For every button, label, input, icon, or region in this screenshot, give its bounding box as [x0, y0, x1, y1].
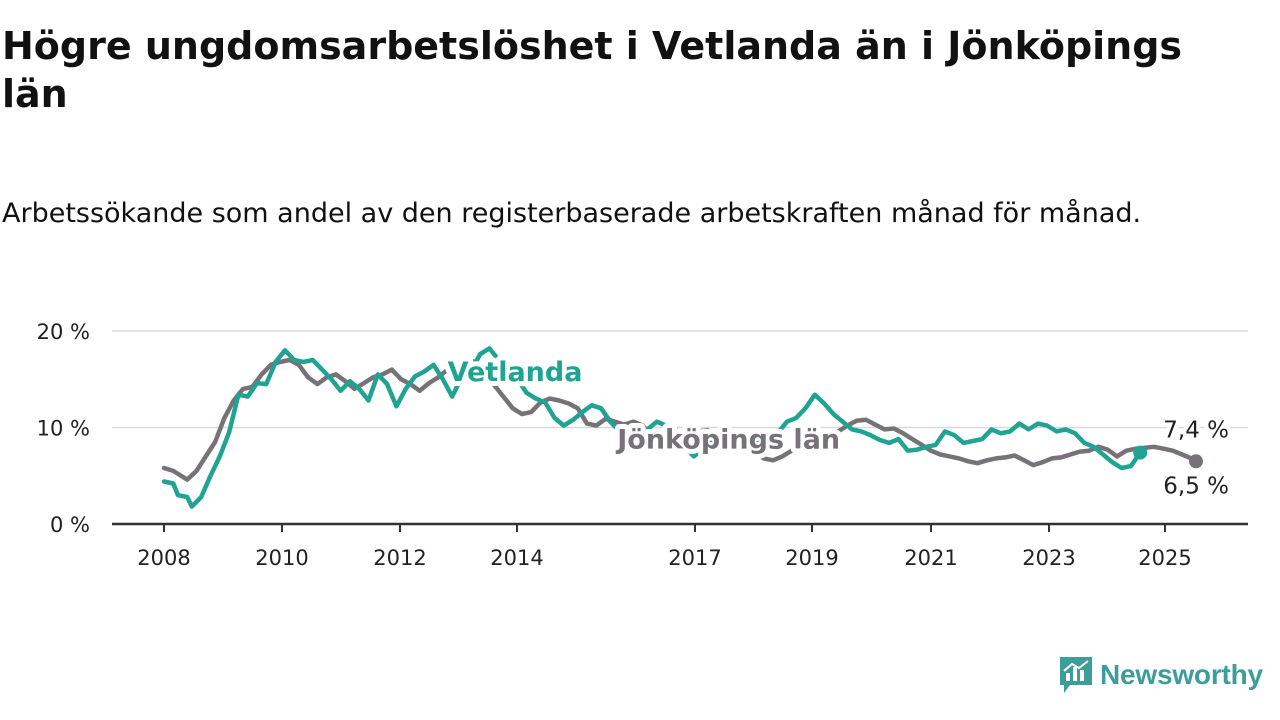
- y-tick-label: 10 %: [37, 417, 90, 441]
- y-tick-label: 20 %: [37, 320, 90, 344]
- x-tick-label: 2017: [668, 546, 721, 570]
- x-tick-label: 2008: [137, 546, 190, 570]
- x-tick-label: 2021: [904, 546, 957, 570]
- x-tick-label: 2019: [785, 546, 838, 570]
- gridlines: [112, 330, 1248, 429]
- newsworthy-logo: Newsworthy: [1058, 655, 1263, 695]
- series-label: Jönköpings län: [615, 425, 840, 456]
- end-value-label: 7,4 %: [1163, 418, 1229, 444]
- series-label: Vetlanda: [448, 357, 583, 388]
- chart-title: Högre ungdomsarbetslöshet i Vetlanda än …: [2, 24, 1183, 116]
- y-tick-label: 0 %: [50, 513, 90, 537]
- y-axis: 0 % 10 % 20 %: [37, 320, 90, 537]
- end-value-halo: 6,5 %: [1163, 473, 1229, 499]
- series-label-halo: Vetlanda: [448, 357, 583, 388]
- series-line-jonkoping: [161, 357, 1199, 482]
- x-tick-label: 2014: [490, 546, 543, 570]
- x-tick-label: 2010: [255, 546, 308, 570]
- series-lines: [161, 346, 1203, 509]
- chart-subtitle: Arbetssökande som andel av den registerb…: [2, 198, 1142, 229]
- x-tick-label: 2025: [1138, 546, 1191, 570]
- end-value-label: 6,5 %: [1163, 473, 1229, 499]
- x-axis: 2008 2010 2012 2014 2017 2019 2021 2023 2025: [112, 522, 1248, 570]
- series-line-vetlanda: [161, 346, 1143, 509]
- newsworthy-icon: [1060, 657, 1092, 693]
- series-label-halo: Jönköpings län: [615, 425, 840, 456]
- x-tick-label: 2023: [1022, 546, 1075, 570]
- x-tick-label: 2012: [373, 546, 426, 570]
- series-endpoint: [1133, 445, 1148, 460]
- brand-name: Newsworthy: [1100, 659, 1263, 690]
- series-endpoint: [1189, 454, 1203, 469]
- end-value-halo: 7,4 %: [1163, 418, 1229, 444]
